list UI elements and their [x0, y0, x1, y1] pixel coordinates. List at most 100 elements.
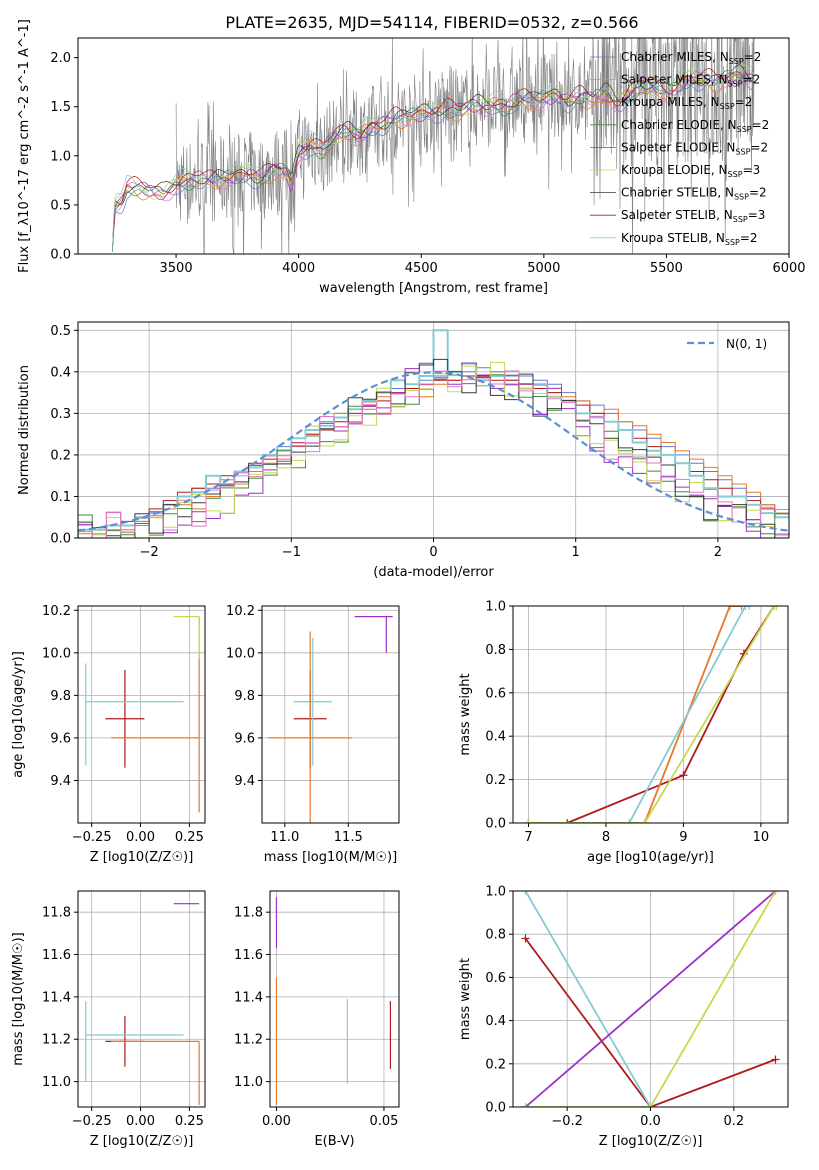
x-axis-label: mass [log10(M/M☉)] [264, 850, 397, 865]
model-spectrum [111, 64, 754, 253]
y-tick-label: 10.0 [226, 646, 255, 661]
panel-age-vs-mass: 11.0 11.5 9.4 9.6 9.8 10.0 10.2 mass [log10(M/M… [226, 604, 400, 865]
y-tick-label: 9.6 [50, 731, 71, 746]
x-tick-label: 7 [524, 830, 532, 845]
weight-marker [646, 1103, 655, 1107]
y-tick-label: 0.4 [485, 730, 506, 745]
model-spectrum [111, 68, 754, 253]
y-tick-label: 11.2 [234, 1033, 263, 1048]
y-tick-label: 0.2 [50, 448, 71, 463]
y-tick-label: 0.8 [485, 928, 506, 943]
legend-entry: Chabrier STELIB, NSSP=2 [621, 186, 767, 202]
plot-area-weight-vs-Z [521, 891, 780, 1107]
x-tick-label: 0 [429, 545, 437, 560]
axes-frame [77, 37, 790, 255]
x-tick-label: −0.25 [72, 1114, 112, 1129]
weight-marker [563, 819, 572, 823]
legend-text: Kroupa MILES, N [621, 95, 720, 109]
x-tick-label: 0.05 [369, 1114, 398, 1129]
y-tick-label: 0.0 [50, 532, 71, 547]
legend-suffix: =2 [740, 231, 758, 245]
weight-series [524, 891, 777, 1107]
plot-area-spectrum [111, 38, 755, 254]
y-tick-label: 0.2 [485, 1057, 506, 1072]
weight-marker [737, 606, 746, 610]
normal-curve [78, 371, 789, 532]
model-spectrum [111, 75, 754, 253]
y-tick-label: 0.2 [485, 773, 506, 788]
legend-sub: SSP [720, 102, 735, 111]
legend-text: Salpeter ELODIE, N [621, 140, 735, 154]
y-axis-label: mass weight [458, 958, 473, 1040]
x-axis-label: (data-model)/error [373, 565, 494, 580]
legend-suffix: =2 [743, 73, 761, 87]
histogram-series [78, 329, 789, 538]
legend-entry: Salpeter MILES, NSSP=2 [621, 73, 760, 89]
y-tick-label: 10.0 [42, 646, 71, 661]
x-tick-label: 6000 [772, 261, 805, 276]
x-tick-label: 0.00 [126, 1114, 155, 1129]
weight-marker [745, 606, 754, 610]
weight-marker [741, 606, 750, 610]
y-tick-label: 0.4 [50, 365, 71, 380]
panel-weight-vs-age: 7 8 9 10 0.0 0.2 0.4 0.6 0.8 1.0 age [log10(age/yr… [458, 600, 789, 865]
legend-text: Chabrier ELODIE, N [621, 118, 737, 132]
y-tick-label: 0.6 [485, 686, 506, 701]
y-tick-label: 1.5 [50, 100, 71, 115]
y-tick-label: 0.4 [485, 1014, 506, 1029]
weight-series [528, 606, 750, 823]
y-tick-label: 10.2 [42, 604, 71, 619]
axes-frame [77, 890, 206, 1108]
axes-frame [512, 890, 789, 1108]
histogram-series [78, 361, 789, 538]
legend-sub: SSP [734, 193, 749, 202]
weight-marker [521, 1103, 530, 1107]
legend-entry: N(0, 1) [726, 337, 767, 351]
y-tick-label: 10.2 [226, 604, 255, 619]
legend-entry: Kroupa ELODIE, NSSP=3 [621, 163, 760, 179]
y-tick-label: 0.1 [50, 490, 71, 505]
x-axis-label: age [log10(age/yr)] [587, 850, 714, 865]
y-axis-label: mass [log10(M/M☉)] [11, 932, 26, 1065]
x-tick-label: 0.00 [126, 830, 155, 845]
y-tick-label: 9.8 [234, 689, 255, 704]
legend-entry: Kroupa STELIB, NSSP=2 [621, 231, 758, 247]
x-tick-label: 0.25 [175, 830, 204, 845]
x-tick-label: 10 [753, 830, 770, 845]
weight-marker [772, 606, 781, 610]
legend-sub: SSP [737, 125, 752, 134]
y-tick-label: 0.0 [50, 248, 71, 263]
legend-sub: SSP [729, 57, 744, 66]
y-axis-label: mass weight [458, 673, 473, 755]
y-tick-label: 1.0 [50, 149, 71, 164]
x-tick-label: 1 [572, 545, 580, 560]
model-spectrum [111, 71, 754, 253]
y-tick-label: 11.2 [42, 1033, 71, 1048]
y-axis-label: Normed distribution [17, 365, 32, 495]
x-axis-label: Z [log10(Z/Z☉)] [90, 1134, 194, 1149]
y-tick-label: 11.8 [234, 906, 263, 921]
errorbar-point [173, 616, 200, 660]
x-axis-label: Z [log10(Z/Z☉)] [90, 850, 194, 865]
y-tick-label: 11.0 [42, 1075, 71, 1090]
y-axis-label: Flux [f_λ10^-17 erg cm^-2 s^-1 A^-1] [17, 19, 32, 273]
y-tick-label: 0.5 [50, 324, 71, 339]
weight-marker [640, 819, 649, 823]
x-tick-label: −2 [140, 545, 159, 560]
legend-suffix: =2 [735, 95, 753, 109]
y-tick-label: 0.0 [485, 1101, 506, 1116]
x-tick-label: 8 [602, 830, 610, 845]
panel-weight-vs-Z: −0.2 0.0 0.2 0.0 0.2 0.4 0.6 0.8 1.0 Z [log10(Z/Z… [458, 885, 789, 1149]
x-tick-label: 4000 [282, 261, 315, 276]
weight-series [528, 606, 777, 823]
legend-text: Kroupa ELODIE, N [621, 163, 728, 177]
x-tick-label: 3500 [160, 261, 193, 276]
weight-series [528, 606, 775, 823]
weight-marker [524, 819, 533, 823]
weight-marker [521, 891, 530, 895]
x-tick-label: 5000 [527, 261, 560, 276]
plot-area-age-vs-Z [85, 616, 200, 813]
y-tick-label: 11.4 [42, 990, 71, 1005]
weight-series [524, 891, 652, 1107]
